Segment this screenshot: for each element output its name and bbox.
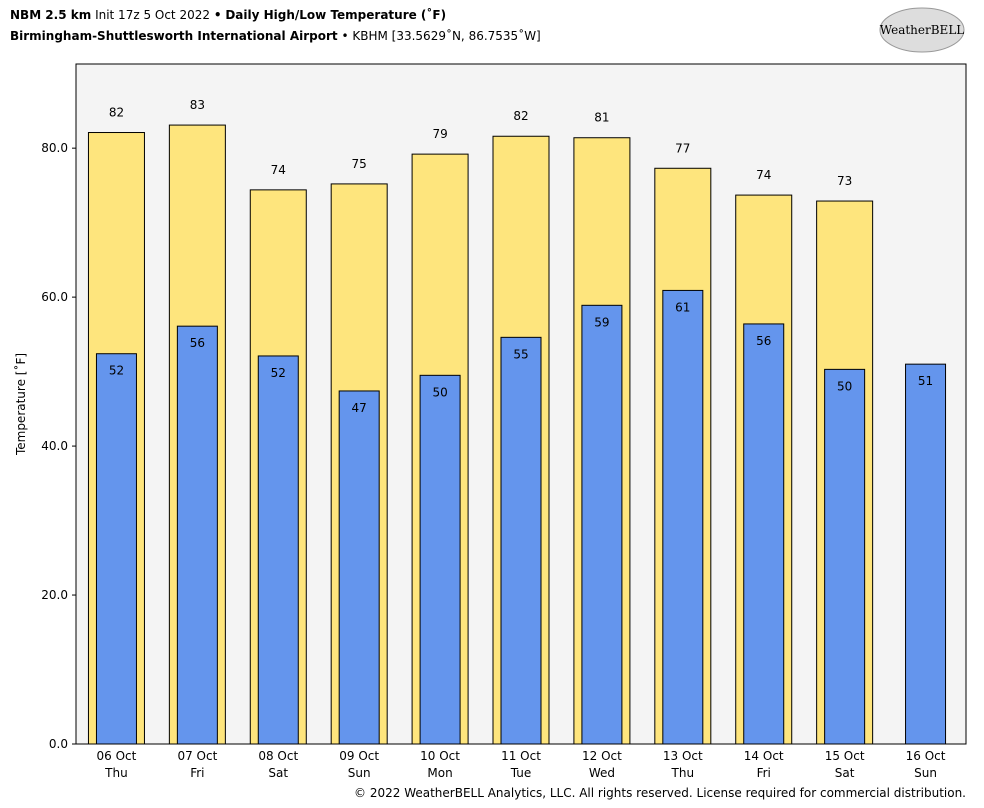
y-tick-label: 20.0 xyxy=(41,588,68,602)
bar xyxy=(662,289,704,745)
y-axis-label: Temperature [˚F] xyxy=(13,353,28,456)
chart-title: NBM 2.5 km Init 17z 5 Oct 2022 • Daily H… xyxy=(10,7,446,22)
data-label: 55 xyxy=(513,347,528,361)
logo: WeatherBELL xyxy=(880,23,965,37)
x-tick-label: 07 Oct xyxy=(177,749,217,763)
x-tick-label: 10 Oct xyxy=(420,749,460,763)
x-tick-day: Wed xyxy=(589,766,615,780)
data-label: 77 xyxy=(675,141,690,155)
x-tick-day: Thu xyxy=(104,766,128,780)
x-tick-day: Sun xyxy=(914,766,937,780)
data-label: 56 xyxy=(756,334,771,348)
x-tick-label: 11 Oct xyxy=(501,749,541,763)
x-tick-label: 08 Oct xyxy=(258,749,298,763)
x-tick-label: 15 Oct xyxy=(825,749,865,763)
bar xyxy=(581,304,623,745)
data-label: 82 xyxy=(109,106,124,120)
data-label: 74 xyxy=(271,163,286,177)
logo-badge xyxy=(879,7,965,53)
data-label: 56 xyxy=(190,336,205,350)
data-label: 74 xyxy=(756,168,771,182)
data-label: 52 xyxy=(271,366,286,380)
bar xyxy=(338,390,380,745)
x-tick-label: 12 Oct xyxy=(582,749,622,763)
title-part: Init 17z 5 Oct 2022 xyxy=(95,8,210,22)
x-tick-day: Tue xyxy=(510,766,532,780)
x-tick-label: 06 Oct xyxy=(97,749,137,763)
x-tick-day: Fri xyxy=(190,766,204,780)
chart-subtitle: Birmingham-Shuttlesworth International A… xyxy=(10,28,541,43)
title-part: NBM 2.5 km xyxy=(10,8,91,22)
data-label: 75 xyxy=(352,157,367,171)
data-label: 59 xyxy=(594,315,609,329)
y-tick-label: 80.0 xyxy=(41,141,68,155)
copyright: © 2022 WeatherBELL Analytics, LLC. All r… xyxy=(354,786,966,800)
data-label: 81 xyxy=(594,111,609,125)
bar xyxy=(419,374,461,745)
x-tick-label: 13 Oct xyxy=(663,749,703,763)
data-label: 61 xyxy=(675,300,690,314)
data-label: 73 xyxy=(837,174,852,188)
x-tick-day: Thu xyxy=(671,766,695,780)
subtitle-part: • KBHM [33.5629˚N, 86.7535˚W] xyxy=(341,28,540,43)
data-label: 50 xyxy=(837,379,852,393)
bar xyxy=(95,353,137,745)
data-label: 83 xyxy=(190,98,205,112)
bar xyxy=(257,355,299,745)
y-tick-label: 0.0 xyxy=(49,737,68,751)
x-tick-day: Sat xyxy=(835,766,855,780)
bar xyxy=(905,363,947,745)
x-tick-label: 16 Oct xyxy=(906,749,946,763)
bar xyxy=(500,336,542,745)
data-label: 47 xyxy=(352,401,367,415)
x-tick-day: Sun xyxy=(348,766,371,780)
data-label: 50 xyxy=(432,385,447,399)
x-tick-day: Mon xyxy=(427,766,452,780)
x-tick-day: Fri xyxy=(757,766,771,780)
title-part: • xyxy=(214,8,222,22)
bar xyxy=(824,368,866,745)
subtitle-part: Birmingham-Shuttlesworth International A… xyxy=(10,29,338,43)
data-label: 52 xyxy=(109,364,124,378)
y-tick-label: 40.0 xyxy=(41,439,68,453)
x-tick-label: 14 Oct xyxy=(744,749,784,763)
title-part: Daily High/Low Temperature (˚F) xyxy=(225,7,446,22)
data-label: 51 xyxy=(918,374,933,388)
data-label: 79 xyxy=(432,127,447,141)
bar xyxy=(176,325,218,745)
data-label: 82 xyxy=(513,109,528,123)
x-tick-day: Sat xyxy=(268,766,288,780)
bar xyxy=(743,323,785,745)
x-tick-label: 09 Oct xyxy=(339,749,379,763)
y-tick-label: 60.0 xyxy=(41,290,68,304)
